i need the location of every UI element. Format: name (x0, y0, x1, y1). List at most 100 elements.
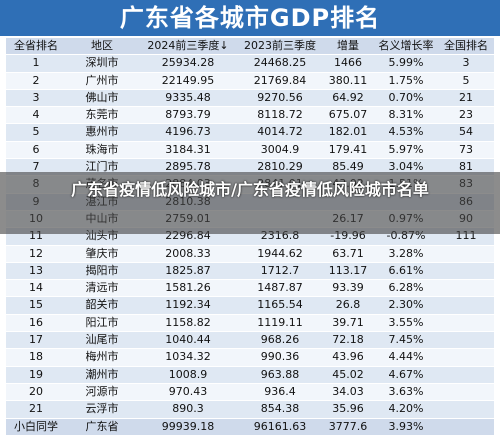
page-title: 广东省各城市GDP排名 (0, 0, 500, 36)
table-cell: 854.38 (238, 400, 322, 419)
table-cell: 1944.62 (238, 245, 322, 263)
table-cell: 45.02 (322, 366, 374, 384)
table-cell: 3.04% (374, 158, 438, 177)
table-cell: 20 (6, 383, 66, 402)
table-cell: 21769.84 (238, 72, 322, 90)
table-cell: 21 (438, 89, 494, 108)
table-cell: 17 (6, 331, 66, 350)
table-row: 20 河源市 970.43 936.4 34.03 3.63% (6, 383, 494, 402)
table-row: 17 汕尾市 1040.44 968.26 72.18 7.45% (6, 331, 494, 350)
table-cell: 广州市 (66, 72, 138, 90)
watermark-text: 广东省疫情低风险城市/广东省疫情低风险城市名单 (71, 180, 429, 199)
table-cell: 6 (6, 141, 66, 160)
table-cell: 5.97% (374, 141, 438, 160)
table-cell: 25934.28 (138, 54, 238, 73)
table-row: 19 潮州市 1008.9 963.88 45.02 4.67% (6, 366, 494, 384)
table-row: 14 清远市 1581.26 1487.87 93.39 6.28% (6, 279, 494, 298)
table-row: 21 云浮市 890.3 854.38 35.96 4.20% (6, 400, 494, 419)
table-cell: 18 (6, 348, 66, 367)
table-cell: 1.75% (374, 72, 438, 90)
table-cell: 3184.31 (138, 141, 238, 160)
table-cell: 清远市 (66, 279, 138, 298)
table-cell: 8.31% (374, 106, 438, 125)
table-cell: 8118.72 (238, 106, 322, 125)
table-row: 16 阳江市 1158.82 1119.11 39.71 3.55% (6, 314, 494, 333)
table-cell: 1 (6, 54, 66, 73)
table-cell: 182.01 (322, 123, 374, 142)
table-cell: 21 (6, 400, 66, 419)
table-cell: 22149.95 (138, 72, 238, 90)
table-cell: 14 (6, 279, 66, 298)
table-body: 1 深圳市 25934.28 24468.25 1466 5.99% 3 2 广州市 22149.… (6, 54, 494, 436)
table-row: 3 佛山市 9335.48 9270.56 64.92 0.70% 21 (6, 89, 494, 108)
table-cell: 1034.32 (138, 348, 238, 367)
table-cell: 4.67% (374, 366, 438, 384)
table-cell: 1040.44 (138, 331, 238, 350)
table-cell: 4 (6, 106, 66, 125)
table-cell (438, 296, 494, 315)
table-cell: 8793.79 (138, 106, 238, 125)
table-cell: 63.71 (322, 245, 374, 263)
table-row: 小白同学 广东省 99939.18 96161.63 3777.6 3.93% (6, 418, 494, 436)
table-cell: 73 (438, 141, 494, 160)
table-row: 18 梅州市 1034.32 990.36 43.96 4.44% (6, 348, 494, 367)
table-cell: 9335.48 (138, 89, 238, 108)
table-cell: 阳江市 (66, 314, 138, 333)
table-cell: 675.07 (322, 106, 374, 125)
table-cell: 3 (438, 54, 494, 73)
table-cell: 3.55% (374, 314, 438, 333)
table-cell: 汕尾市 (66, 331, 138, 350)
table-cell: 1825.87 (138, 262, 238, 281)
table-cell: 珠海市 (66, 141, 138, 160)
table-cell: 1466 (322, 54, 374, 73)
table-cell: 肇庆市 (66, 245, 138, 263)
table-cell: 99939.18 (138, 418, 238, 436)
table-cell: 4014.72 (238, 123, 322, 142)
table-cell: 韶关市 (66, 296, 138, 315)
table-row: 1 深圳市 25934.28 24468.25 1466 5.99% 3 (6, 54, 494, 73)
table-cell: 113.17 (322, 262, 374, 281)
table-cell: 26.8 (322, 296, 374, 315)
table-cell: 24468.25 (238, 54, 322, 73)
table-cell: 12 (6, 245, 66, 263)
table-cell: 4.53% (374, 123, 438, 142)
table-row: 2 广州市 22149.95 21769.84 380.11 1.75% 5 (6, 72, 494, 90)
table-cell: 179.41 (322, 141, 374, 160)
column-header: 2023前三季度 (238, 38, 322, 56)
table-cell: 39.71 (322, 314, 374, 333)
column-header: 地区 (66, 38, 138, 56)
column-header: 全省排名 (6, 38, 66, 56)
column-header: 名义增长率 (374, 38, 438, 56)
table-cell: 6.61% (374, 262, 438, 281)
column-header: 全国排名 (438, 38, 494, 56)
table-cell: 2008.33 (138, 245, 238, 263)
table-row: 4 东莞市 8793.79 8118.72 675.07 8.31% 23 (6, 106, 494, 125)
table-cell: 4.20% (374, 400, 438, 419)
table-cell: 5.99% (374, 54, 438, 73)
table-cell: 96161.63 (238, 418, 322, 436)
table-cell: 广东省 (66, 418, 138, 436)
gdp-table: 全省排名 地区 2024前三季度↓ 2023前三季度 增量 名义增长率 全国排名… (6, 38, 494, 436)
table-cell: 5 (438, 72, 494, 90)
table-cell (438, 314, 494, 333)
column-header: 2024前三季度↓ (138, 38, 238, 56)
table-cell: 968.26 (238, 331, 322, 350)
table-cell: 4196.73 (138, 123, 238, 142)
table-cell: 0.70% (374, 89, 438, 108)
table-cell: 5 (6, 123, 66, 142)
table-cell: 963.88 (238, 366, 322, 384)
table-cell: 1008.9 (138, 366, 238, 384)
table-cell: 4.44% (374, 348, 438, 367)
table-cell: 54 (438, 123, 494, 142)
column-header: 增量 (322, 38, 374, 56)
table-cell: 1165.54 (238, 296, 322, 315)
table-cell: 小白同学 (6, 418, 66, 436)
table-cell (438, 383, 494, 402)
table-cell (438, 348, 494, 367)
table-cell: 9270.56 (238, 89, 322, 108)
table-cell (438, 331, 494, 350)
table-cell: 3.93% (374, 418, 438, 436)
table-cell: 1119.11 (238, 314, 322, 333)
table-cell: 梅州市 (66, 348, 138, 367)
